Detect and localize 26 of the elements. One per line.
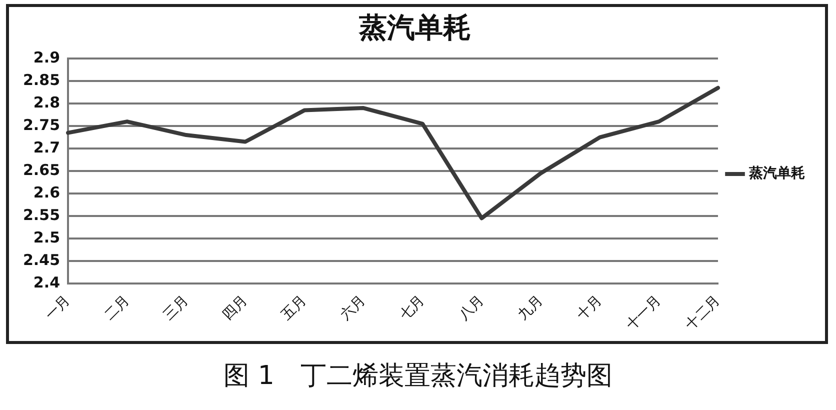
x-tick-label: 六月 [338, 292, 369, 324]
y-tick-label: 2.9 [33, 48, 60, 66]
x-tick-label: 八月 [456, 292, 488, 324]
y-tick-label: 2.5 [33, 228, 60, 246]
y-tick-label: 2.4 [33, 273, 60, 292]
x-tick-label: 十一月 [623, 292, 664, 334]
x-tick-label: 二月 [101, 292, 132, 324]
x-tick-label: 三月 [160, 292, 192, 324]
y-tick-label: 2.55 [22, 206, 60, 224]
caption: 图 1 丁二烯装置蒸汽消耗趋势图 [222, 360, 614, 393]
x-tick-label: 九月 [515, 292, 546, 324]
y-tick-label: 2.75 [22, 116, 60, 134]
x-tick-label: 七月 [396, 292, 428, 324]
y-tick-label: 2.65 [22, 160, 60, 179]
chart-title: 蒸汽单耗 [358, 11, 471, 44]
x-tick-label: 十二月 [682, 292, 724, 334]
y-tick-label: 2.7 [33, 138, 60, 156]
x-tick-label: 一月 [42, 292, 74, 324]
x-tick-label: 五月 [278, 292, 310, 324]
x-tick-label: 十月 [574, 292, 606, 324]
y-tick-label: 2.85 [22, 70, 60, 89]
legend-label: 蒸汽单耗 [748, 166, 805, 182]
y-tick-label: 2.45 [22, 250, 60, 269]
y-tick-label: 2.8 [33, 93, 60, 112]
x-tick-label: 四月 [220, 292, 251, 324]
y-tick-label: 2.6 [33, 183, 60, 202]
